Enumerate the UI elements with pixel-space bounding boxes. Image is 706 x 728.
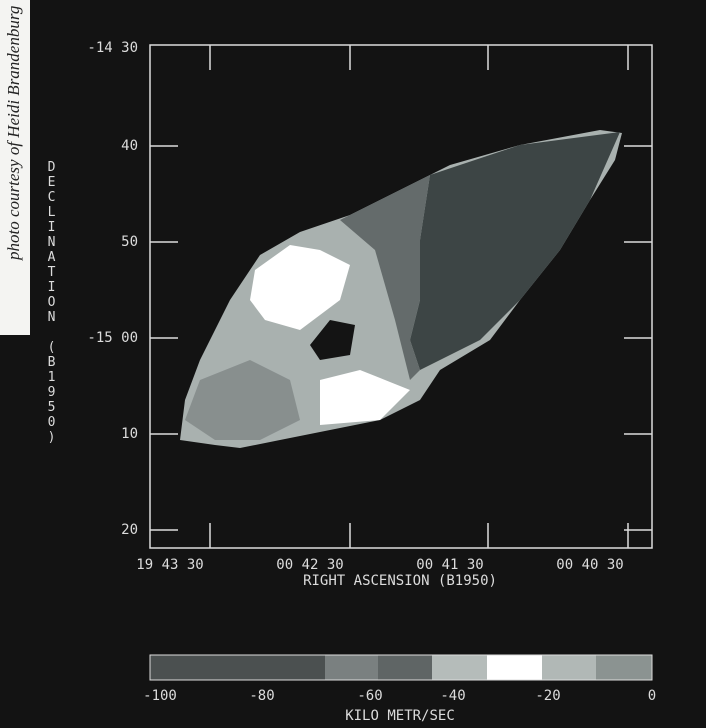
y-tick-label: 10 bbox=[121, 426, 138, 442]
colorbar-segment bbox=[542, 655, 596, 680]
y-tick-label: -15 00 bbox=[87, 330, 138, 346]
plot: -14 30 40 50 -15 00 10 20 19 43 30 00 42… bbox=[0, 0, 706, 728]
colorbar bbox=[150, 655, 652, 680]
x-axis-title: RIGHT ASCENSION (B1950) bbox=[303, 573, 497, 589]
region bbox=[410, 132, 620, 370]
colorbar-tick-label: -40 bbox=[440, 688, 465, 704]
velocity-map bbox=[180, 130, 622, 448]
colorbar-segment bbox=[596, 655, 652, 680]
colorbar-tick-label: 0 bbox=[648, 688, 656, 704]
colorbar-tick-label: -80 bbox=[249, 688, 274, 704]
colorbar-tick-label: -100 bbox=[143, 688, 177, 704]
x-tick-label: 00 41 30 bbox=[416, 557, 483, 573]
colorbar-segment bbox=[150, 655, 325, 680]
colorbar-tick-label: -60 bbox=[357, 688, 382, 704]
colorbar-tick-label: -20 bbox=[535, 688, 560, 704]
colorbar-segment bbox=[487, 655, 542, 680]
x-tick-label: 19 43 30 bbox=[136, 557, 203, 573]
colorbar-title: KILO METR/SEC bbox=[345, 708, 455, 724]
x-tick-label: 00 42 30 bbox=[276, 557, 343, 573]
y-tick-label: 20 bbox=[121, 522, 138, 538]
x-tick-label: 00 40 30 bbox=[556, 557, 623, 573]
y-tick-label: -14 30 bbox=[87, 40, 138, 56]
colorbar-segment bbox=[432, 655, 487, 680]
y-tick-label: 40 bbox=[121, 138, 138, 154]
colorbar-segment bbox=[325, 655, 378, 680]
page: photo courtesy of Heidi Brandenburg DECL… bbox=[0, 0, 706, 728]
colorbar-segment bbox=[378, 655, 432, 680]
y-tick-label: 50 bbox=[121, 234, 138, 250]
